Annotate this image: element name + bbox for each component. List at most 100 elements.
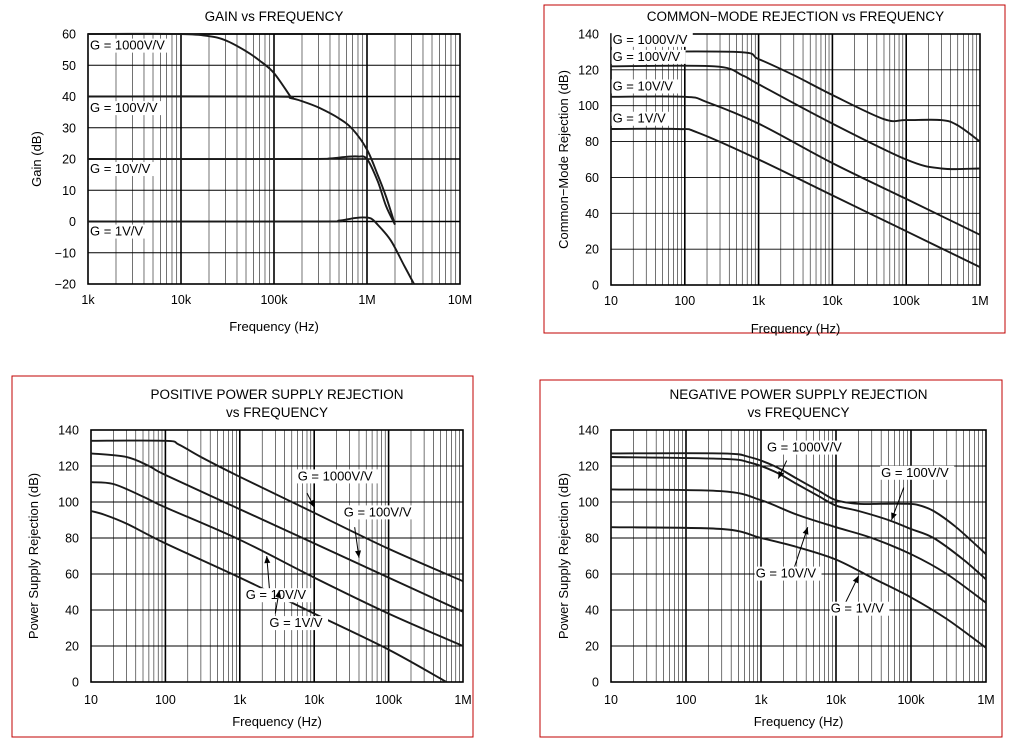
y-tick-label: 10 [62, 184, 76, 198]
annotation-background [88, 101, 163, 116]
y-tick-label: 40 [62, 90, 76, 104]
x-tick-label: 100 [674, 294, 695, 308]
chart-title: COMMON−MODE REJECTION vs FREQUENCY [647, 9, 944, 24]
series-line-g-100v-v [87, 95, 396, 225]
x-tick-label: 1k [81, 293, 95, 307]
series-annotation-label: G = 100V/V [881, 465, 949, 480]
series-line-g-1v-v [610, 127, 981, 268]
y-tick-label: 100 [578, 99, 599, 113]
annotation-arrowhead [852, 575, 859, 584]
y-tick-label: 120 [578, 460, 599, 474]
annotation: G = 100V/V [880, 465, 955, 521]
annotation: G = 1000V/V [611, 32, 693, 47]
x-tick-label: 1k [233, 693, 247, 707]
annotation: G = 100V/V [611, 49, 686, 64]
x-tick-label: 100k [260, 293, 288, 307]
series-line-g-1v-v [610, 526, 987, 649]
x-tick-label: 1M [454, 693, 471, 707]
annotation-arrowhead [778, 471, 784, 479]
series-annotation-label: G = 1000V/V [298, 468, 373, 483]
series-annotation-label: G = 100V/V [613, 49, 681, 64]
x-tick-label: 10k [822, 294, 843, 308]
annotation: G = 1000V/V [765, 440, 848, 479]
annotation-background [880, 465, 955, 480]
annotation: G = 100V/V [88, 100, 163, 116]
y-tick-label: 20 [585, 243, 599, 257]
y-tick-label: 120 [58, 460, 79, 474]
y-tick-label: 0 [72, 676, 79, 690]
chart-title: NEGATIVE POWER SUPPLY REJECTION [669, 387, 927, 402]
x-tick-label: 1M [358, 293, 375, 307]
series-line-g-1000v-v [90, 439, 464, 583]
annotation: G = 1000V/V [88, 38, 171, 53]
annotation-arrowhead [891, 512, 897, 520]
series-line-g-1v-v [90, 510, 447, 683]
y-tick-label: 50 [62, 59, 76, 73]
y-tick-label: 20 [62, 153, 76, 167]
y-tick-label: 120 [578, 63, 599, 77]
panel-border [539, 379, 1003, 738]
series-annotation-label: G = 1000V/V [767, 440, 842, 455]
series-annotation-label: G = 1V/V [90, 224, 143, 239]
annotation-background [765, 440, 848, 455]
x-tick-label: 100k [893, 294, 921, 308]
series-annotation-label: G = 1000V/V [613, 32, 688, 47]
series-line-g-100v-v [610, 456, 987, 581]
series-annotation-label: G = 100V/V [90, 100, 158, 115]
y-axis-label: Common−Mode Rejection (dB) [556, 70, 571, 249]
x-axis-label: Frequency (Hz) [232, 714, 322, 729]
plot-area [610, 33, 981, 286]
chart-title: POSITIVE POWER SUPPLY REJECTION [150, 387, 403, 402]
panel-border [543, 4, 1006, 334]
y-tick-label: 140 [578, 424, 599, 438]
annotation-arrowhead [802, 527, 809, 535]
plot-area [90, 429, 464, 683]
annotation: G = 10V/V [611, 78, 679, 94]
x-tick-label: 10k [171, 293, 192, 307]
x-tick-label: 1M [977, 693, 994, 707]
y-tick-label: 140 [58, 424, 79, 438]
chart-subtitle: vs FREQUENCY [226, 405, 328, 420]
series-annotation-label: G = 10V/V [90, 161, 151, 176]
annotation-background [611, 111, 672, 126]
annotation: G = 1V/V [611, 111, 672, 126]
annotation-background [268, 616, 329, 631]
y-tick-label: 60 [585, 568, 599, 582]
annotation: G = 1V/V [829, 575, 890, 616]
y-tick-label: 0 [592, 676, 599, 690]
y-tick-label: 60 [62, 28, 76, 42]
y-tick-label: 60 [585, 171, 599, 185]
x-tick-label: 1M [971, 294, 988, 308]
annotation-background [611, 79, 679, 94]
y-axis-label: Gain (dB) [29, 131, 44, 187]
annotation-leader [792, 527, 809, 571]
series-line-g-1000v-v [610, 452, 987, 555]
y-tick-label: 20 [585, 640, 599, 654]
x-axis-label: Frequency (Hz) [751, 321, 841, 336]
panel-border [11, 375, 474, 738]
plot-area [610, 429, 987, 683]
annotation-arrowhead [264, 556, 271, 564]
annotation: G = 1000V/V [296, 468, 378, 508]
x-tick-label: 100k [375, 693, 403, 707]
annotation: G = 10V/V [754, 527, 822, 581]
chart-title: GAIN vs FREQUENCY [205, 9, 344, 24]
annotation-background [88, 224, 149, 239]
y-axis-label: Power Supply Rejection (dB) [26, 473, 41, 639]
annotation: G = 10V/V [88, 161, 156, 177]
annotation-arrowhead [308, 499, 315, 508]
series-line-g-100v-v [610, 64, 981, 171]
series-annotation-label: G = 1V/V [613, 111, 666, 126]
annotation-background [754, 566, 822, 581]
y-tick-label: 100 [58, 496, 79, 510]
y-tick-label: 0 [592, 279, 599, 293]
x-axis-label: Frequency (Hz) [754, 714, 844, 729]
annotation-background [88, 162, 156, 177]
series-annotation-label: G = 1V/V [831, 601, 884, 616]
y-tick-label: 0 [69, 215, 76, 229]
annotation: G = 1V/V [268, 590, 329, 631]
y-tick-label: −10 [55, 246, 76, 260]
x-tick-label: 10 [84, 693, 98, 707]
annotation-background [296, 469, 378, 484]
